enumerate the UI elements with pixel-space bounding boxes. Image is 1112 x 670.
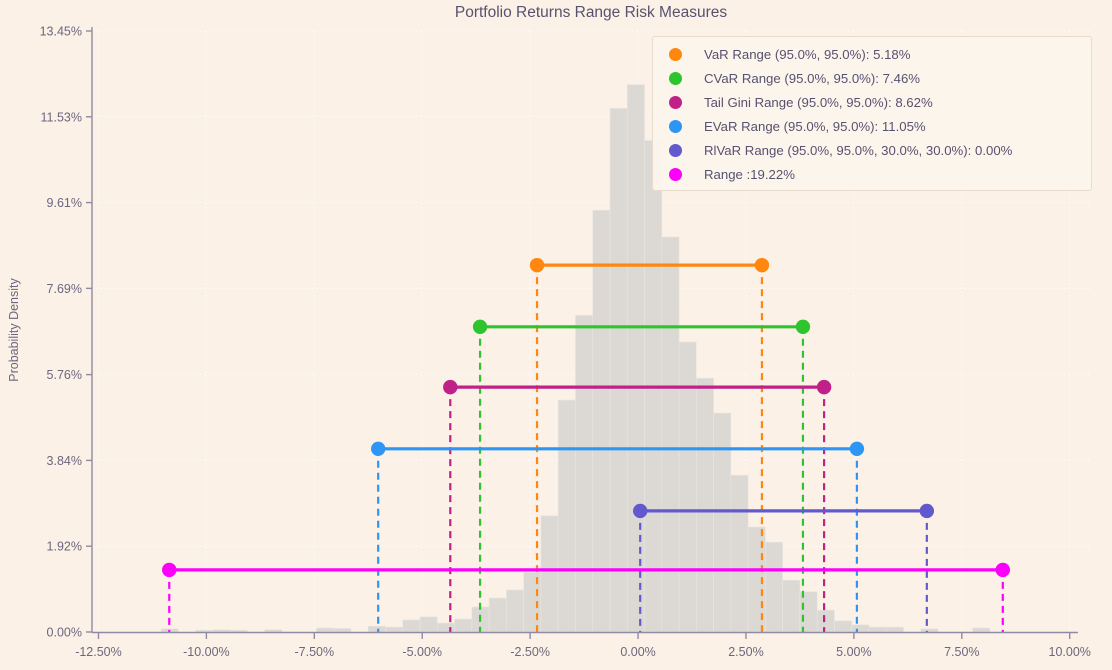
legend-item-rlvar[interactable]: RlVaR Range (95.0%, 95.0%, 30.0%, 30.0%)… — [653, 139, 1091, 163]
legend-label: CVaR Range (95.0%, 95.0%): 7.46% — [704, 71, 921, 87]
histogram-bar — [816, 609, 835, 633]
cvar-legend-marker-icon — [669, 72, 682, 86]
tail-gini-legend-marker-icon — [669, 96, 682, 110]
y-tick-label: 9.61% — [47, 196, 82, 210]
cvar-left-marker — [472, 319, 488, 335]
legend-item-range[interactable]: Range :19.22% — [653, 162, 1091, 186]
histogram-bar — [316, 627, 335, 633]
legend-label: RlVaR Range (95.0%, 95.0%, 30.0%, 30.0%)… — [704, 143, 1013, 158]
x-tick-label: -7.50% — [295, 645, 335, 659]
evar-legend-marker-icon — [669, 120, 682, 134]
rlvar-left-marker — [633, 503, 648, 519]
legend-label: Tail Gini Range (95.0%, 95.0%): 8.62% — [704, 95, 933, 111]
tail-gini-series — [443, 379, 832, 632]
x-tick-label: 10.00% — [1049, 645, 1091, 659]
histogram-bar — [765, 541, 783, 633]
histogram-bar — [437, 622, 455, 633]
histogram-bar — [264, 629, 283, 633]
y-tick-label: 0.00% — [47, 626, 82, 640]
histogram-bar — [609, 108, 628, 633]
var-legend-marker-icon — [669, 48, 682, 62]
y-tick-label: 7.69% — [47, 282, 82, 296]
cvar-right-marker — [795, 319, 811, 335]
histogram-bar — [834, 620, 853, 633]
histogram-bar — [333, 628, 352, 633]
tail-gini-right-marker — [816, 379, 832, 395]
y-tick-label: 5.76% — [47, 368, 82, 382]
y-tick-label: 1.92% — [47, 540, 82, 554]
range-left-marker — [162, 562, 177, 578]
var-left-marker — [529, 257, 545, 273]
histogram-bar — [713, 412, 732, 633]
histogram-bar — [540, 515, 559, 633]
histogram-bar — [212, 629, 231, 633]
y-tick-label: 13.45% — [40, 25, 82, 39]
legend-label: Range :19.22% — [704, 166, 795, 182]
histogram-bar — [419, 616, 438, 633]
histogram-bar — [730, 474, 749, 633]
histogram-bars — [160, 84, 991, 633]
chart-title: Portfolio Returns Range Risk Measures — [454, 4, 728, 21]
histogram-bar — [454, 618, 473, 633]
evar-right-marker — [849, 441, 865, 456]
y-tick-label: 3.84% — [47, 454, 82, 468]
legend-item-var[interactable]: VaR Range (95.0%, 95.0%): 5.18% — [653, 43, 1091, 67]
x-tick-label: -5.00% — [402, 645, 442, 659]
range-legend-marker-icon — [669, 167, 682, 181]
x-tick-label: -12.50% — [75, 645, 122, 659]
histogram-bar — [868, 626, 887, 633]
histogram-bar — [799, 591, 818, 633]
histogram-bar — [851, 624, 870, 633]
legend-item-evar[interactable]: EVaR Range (95.0%, 95.0%): 11.05% — [653, 115, 1091, 139]
histogram-bar — [367, 625, 386, 633]
legend-label: EVaR Range (95.0%, 95.0%): 11.05% — [704, 119, 926, 135]
tail-gini-left-marker — [443, 379, 458, 395]
histogram-bar — [626, 84, 645, 633]
histogram-bar — [920, 628, 939, 633]
x-tick-label: -2.50% — [510, 645, 550, 659]
histogram-bar — [506, 589, 524, 633]
histogram-bar — [696, 377, 714, 633]
y-tick-label: 11.53% — [41, 110, 82, 124]
x-tick-label: 2.50% — [728, 645, 763, 659]
evar-left-marker — [370, 441, 386, 456]
evar-series — [370, 441, 865, 632]
histogram-bar — [557, 399, 576, 633]
legend[interactable]: VaR Range (95.0%, 95.0%): 5.18% CVaR Rang… — [652, 36, 1092, 191]
histogram-bar — [678, 341, 697, 633]
histogram-bar — [488, 597, 507, 633]
range-series — [162, 562, 1011, 632]
rlvar-legend-marker-icon — [669, 144, 682, 157]
x-tick-label: 7.50% — [944, 645, 979, 659]
x-tick-label: 5.00% — [836, 645, 871, 659]
histogram-bar — [229, 629, 248, 633]
cvar-series — [472, 319, 811, 632]
histogram-bar — [782, 579, 801, 633]
legend-label: VaR Range (95.0%, 95.0%): 5.18% — [704, 47, 911, 63]
histogram-bar — [575, 314, 594, 633]
histogram-bar — [523, 571, 542, 633]
x-tick-label: 0.00% — [620, 645, 655, 659]
histogram-bar — [972, 627, 991, 633]
histogram-bar — [885, 626, 904, 633]
x-tick-label: -10.00% — [183, 645, 230, 659]
legend-item-tail-gini[interactable]: Tail Gini Range (95.0%, 95.0%): 8.62% — [653, 91, 1091, 115]
legend-item-cvar[interactable]: CVaR Range (95.0%, 95.0%): 7.46% — [653, 67, 1091, 91]
rlvar-right-marker — [919, 503, 935, 519]
range-right-marker — [995, 562, 1011, 578]
var-right-marker — [754, 257, 770, 273]
histogram-bar — [402, 619, 421, 633]
histogram-bar — [195, 629, 214, 633]
y-axis-title: Probability Density — [7, 278, 21, 382]
histogram-bar — [385, 626, 404, 633]
histogram-bar — [661, 236, 680, 633]
